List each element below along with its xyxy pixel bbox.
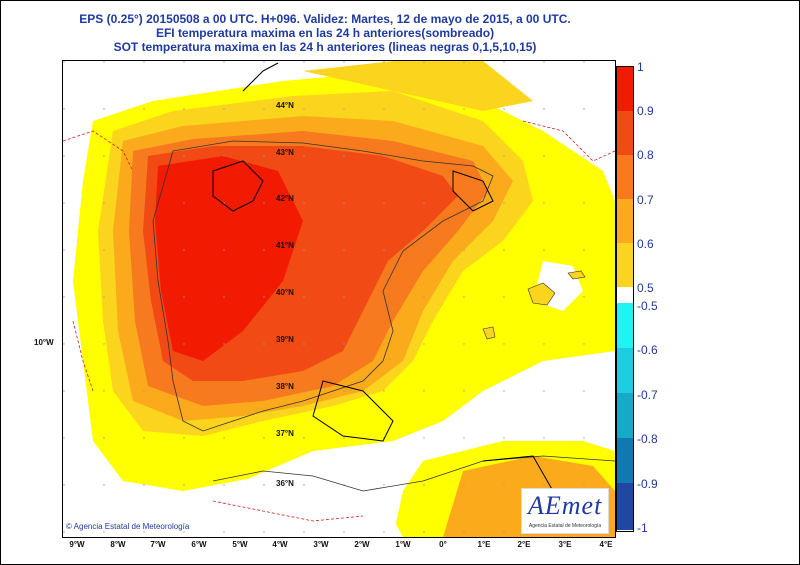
colorbar-label-neg-0-5: -0.5 (637, 299, 658, 313)
efi-map: 44°N 43°N 42°N 41°N 40°N 39°N 38°N 37°N … (62, 60, 616, 538)
lon-label-3e: 3°E (558, 540, 572, 549)
sot-contour-4 (452, 170, 494, 212)
dashed-red-west (72, 320, 94, 392)
colorbar-segment-neg-0-8 (617, 438, 633, 483)
lon-label-7w: 7°W (150, 540, 166, 549)
colorbar-segment-neg-0-7 (617, 393, 633, 438)
lat-label-38: 38°N (276, 382, 294, 391)
lat-label-42: 42°N (276, 194, 294, 203)
lon-label-6w: 6°W (191, 540, 207, 549)
colorbar-label-0-8: 0.8 (637, 148, 654, 162)
lon-label-4w: 4°W (272, 540, 288, 549)
lon-label-9w: 9°W (69, 540, 85, 549)
colorbar-segment-neg-0-6 (617, 348, 633, 393)
colorbar-segment-0-9-1 (617, 67, 633, 111)
lon-label-3w: 3°W (313, 540, 329, 549)
sot-contour-2 (212, 160, 264, 212)
colorbar-label-0-6: 0.6 (637, 237, 654, 251)
colorbar-label-0-9: 0.9 (637, 104, 654, 118)
colorbar-label-0-7: 0.7 (637, 193, 654, 207)
colorbar-segment-0-5-0-6 (617, 243, 633, 287)
dashed-red-east (522, 120, 615, 162)
lat-label-39: 39°N (276, 335, 294, 344)
colorbar-segment-neg-0-5 (617, 303, 633, 348)
balearic-menorca (567, 270, 586, 280)
sot-contour-1 (242, 62, 279, 92)
lon-label-1e: 1°E (477, 540, 491, 549)
colorbar-segment-0-8-0-9 (617, 111, 633, 155)
title-line-3: SOT temperatura maxima en las 24 h anter… (113, 40, 537, 54)
lat-label-40: 40°N (276, 288, 294, 297)
lon-label-0: 0° (439, 540, 447, 549)
colorbar-label-neg-0-8: -0.8 (637, 432, 658, 446)
dashed-red-south (212, 500, 364, 522)
colorbar-label-neg-0-9: -0.9 (637, 477, 658, 491)
iberia-coastline (152, 140, 494, 432)
map-svg (63, 61, 615, 537)
sot-contour-3 (312, 380, 394, 442)
lat-label-37: 37°N (276, 429, 294, 438)
colorbar-label-1: 1 (637, 60, 644, 74)
lon-label-4e: 4°E (599, 540, 613, 549)
logo-text: AEmet (528, 491, 603, 520)
credit-text: © Agencia Estatal de Meteorología (66, 522, 190, 531)
lat-label-36: 36°N (276, 479, 294, 488)
title-line-2: EFI temperatura maxima en las 24 h anter… (155, 26, 495, 40)
side-lon-label: 10°W (34, 338, 54, 347)
colorbar-segment-0-6-0-7 (617, 199, 633, 243)
colorbar (616, 66, 634, 532)
colorbar-label-neg-0-6: -0.6 (637, 343, 658, 357)
lon-label-5w: 5°W (232, 540, 248, 549)
lon-label-2w: 2°W (354, 540, 370, 549)
lat-label-41: 41°N (276, 241, 294, 250)
lon-label-1w: 1°W (395, 540, 411, 549)
title-line-1: EPS (0.25°) 20150508 a 00 UTC. H+096. Va… (79, 12, 571, 26)
colorbar-segment-0-7-0-8 (617, 155, 633, 199)
lat-label-44: 44°N (276, 101, 294, 110)
colorbar-label-neg-1: -1 (637, 521, 648, 535)
balearic-mallorca (527, 282, 556, 306)
lat-label-43: 43°N (276, 148, 294, 157)
colorbar-gap (617, 287, 633, 303)
balearic-ibiza (482, 326, 496, 340)
colorbar-label-0-5: 0.5 (637, 281, 654, 295)
logo-subtitle: Agencia Estatal de Meteorología (528, 523, 602, 529)
lon-label-2e: 2°E (517, 540, 531, 549)
colorbar-segment-neg-0-9 (617, 483, 633, 530)
colorbar-label-neg-0-7: -0.7 (637, 388, 658, 402)
aemet-logo: AEmet Agencia Estatal de Meteorología (521, 488, 609, 534)
dashed-red-north (63, 130, 134, 172)
lon-label-8w: 8°W (110, 540, 126, 549)
